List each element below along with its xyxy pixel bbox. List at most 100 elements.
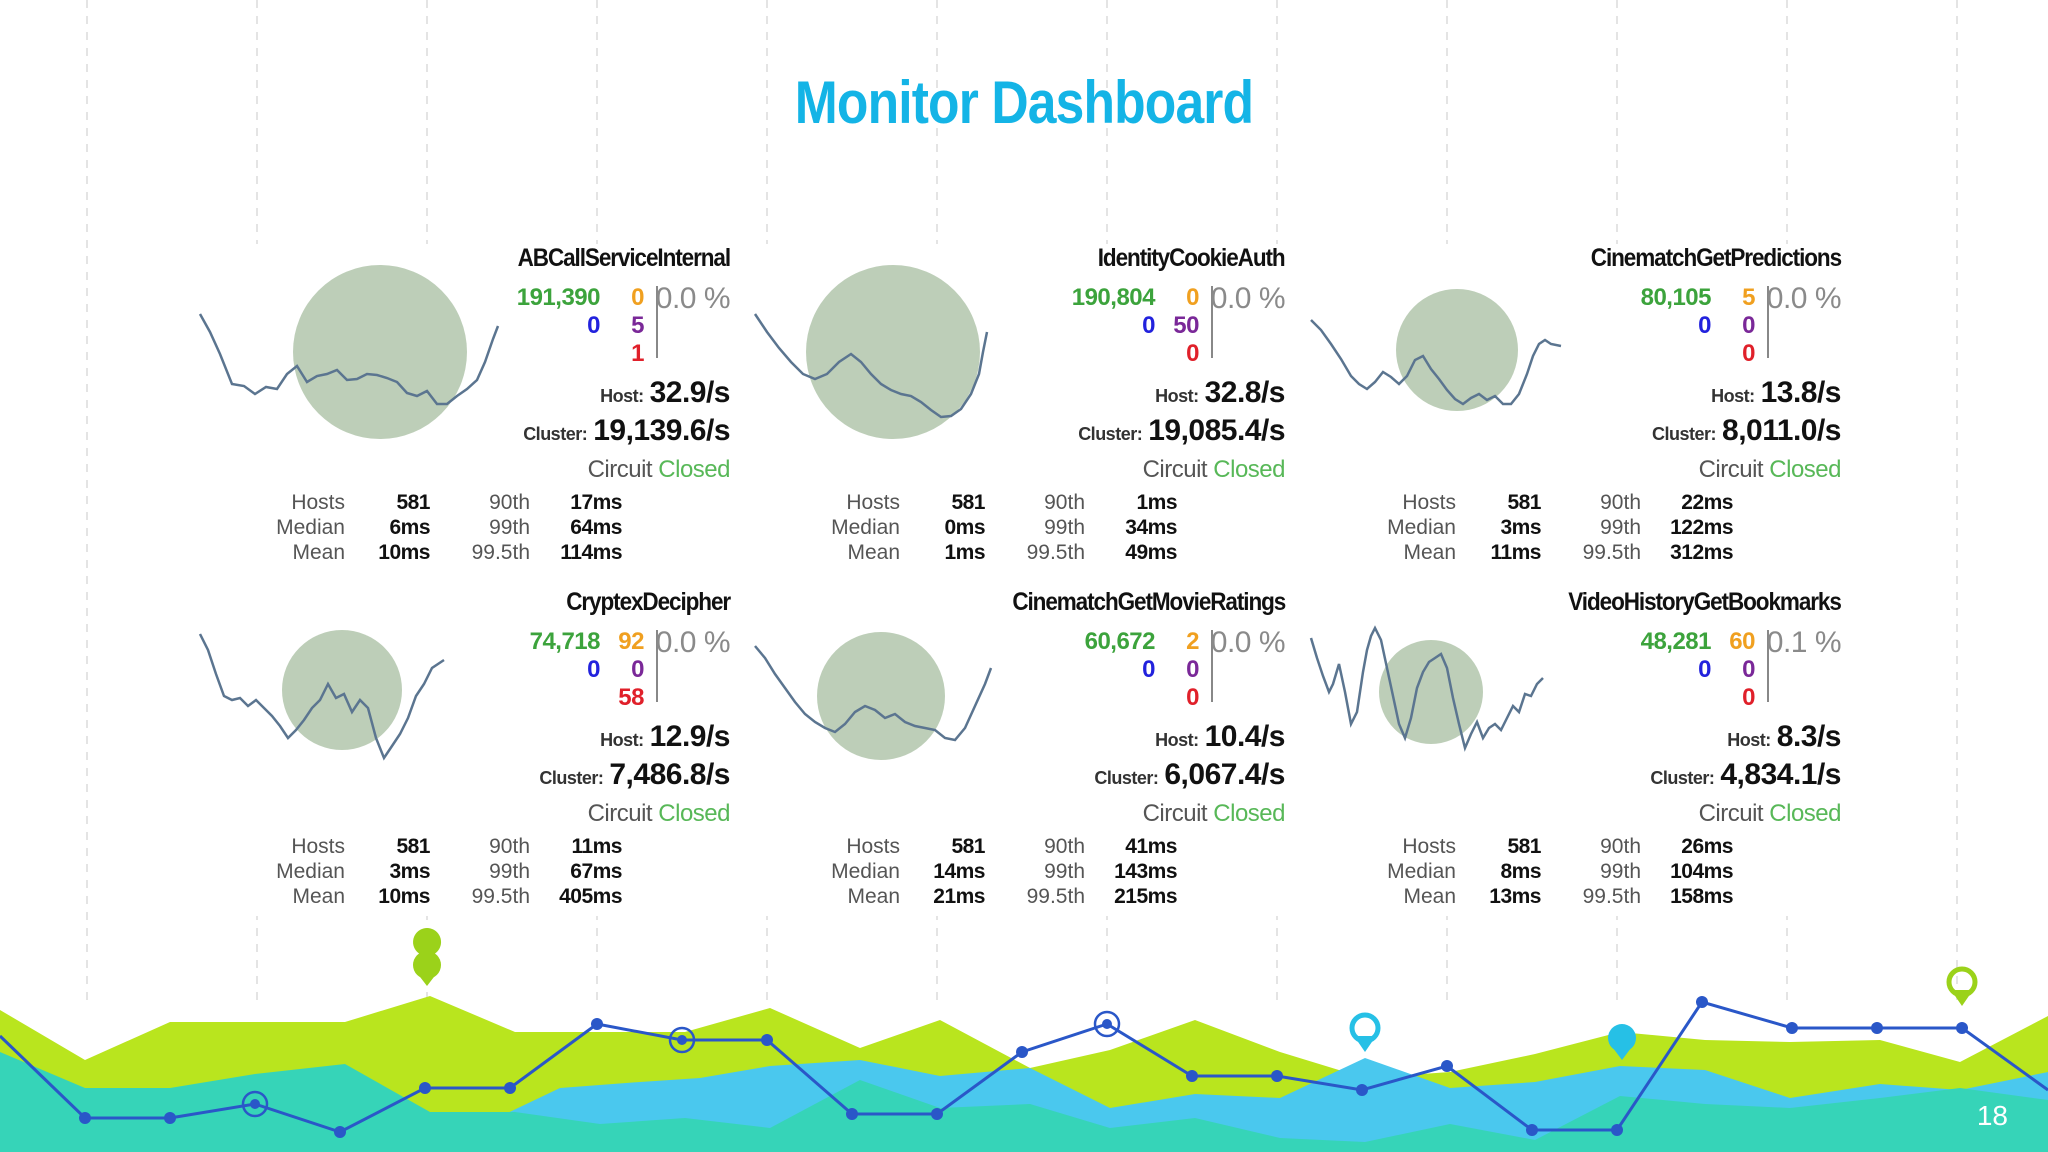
p99-label: 99th [489,516,530,539]
command-card[interactable]: CinematchGetMovieRatings 60,672 0 2 0 0 … [754,588,1315,920]
cluster-rate-label: Cluster: [539,768,604,788]
success-count: 60,672 [1084,628,1156,655]
host-rate-value: 32.8/s [1204,376,1286,409]
p90-value: 17ms [570,491,622,514]
divider [1211,630,1213,702]
p99-label: 99th [1044,860,1085,883]
command-card[interactable]: CryptexDecipher 74,718 0 92 0 58 0.0 % H… [198,588,760,920]
p99-value: 122ms [1670,516,1733,539]
request-rate-line [754,645,993,742]
hosts-label: Hosts [846,491,900,514]
p90-value: 41ms [1125,835,1177,858]
command-name: CinematchGetPredictions [1590,244,1842,272]
command-card[interactable]: CinematchGetPredictions 80,105 0 5 0 0 0… [1310,244,1871,576]
median-label: Median [276,860,345,883]
error-percentage: 0.0 % [1766,282,1842,315]
p99-value: 64ms [570,516,622,539]
timeout-count: 2 [1186,628,1199,655]
timeout-count: 92 [618,628,644,655]
rejected-count: 0 [1186,656,1199,683]
p90-label: 90th [1600,491,1641,514]
divider [656,630,658,702]
host-rate-value: 10.4/s [1204,720,1286,753]
pin-icon [1349,1012,1381,1052]
median-label: Median [276,516,345,539]
p99-label: 99th [1600,516,1641,539]
cluster-rate-label: Cluster: [1650,768,1715,788]
health-circle [817,632,945,760]
success-count: 191,390 [516,284,601,311]
mean-value: 10ms [378,885,430,908]
host-rate-row: Host: 13.8/s [1711,376,1841,410]
p995-value: 49ms [1125,541,1177,564]
page-title: Monitor Dashboard [794,69,1254,136]
command-card[interactable]: IdentityCookieAuth 190,804 0 0 50 0 0.0 … [753,244,1315,576]
error-percentage: 0.0 % [1210,626,1286,659]
host-rate-value: 12.9/s [649,720,731,753]
circuit-label: Circuit [587,456,653,483]
p90-label: 90th [489,835,530,858]
cluster-rate-value: 4,834.1/s [1720,758,1841,791]
health-circle [293,265,467,439]
cluster-rate-label: Cluster: [1652,424,1717,444]
request-rate-line [198,633,445,761]
timeout-count: 0 [1186,284,1199,311]
mean-label: Mean [847,885,900,908]
failure-count: 0 [1186,684,1199,711]
pin-icon [1946,966,1978,1006]
failure-count: 58 [618,684,644,711]
hosts-label: Hosts [846,835,900,858]
p99-label: 99th [1600,860,1641,883]
host-rate-row: Host: 8.3/s [1727,720,1841,754]
teal-hills [0,1052,2048,1152]
circuit-status: Circuit Closed [1142,800,1286,828]
p995-label: 99.5th [1026,541,1085,564]
error-percentage: 0.0 % [655,626,731,659]
timeout-count: 5 [1742,284,1755,311]
host-rate-row: Host: 12.9/s [600,720,730,754]
p99-value: 143ms [1114,860,1177,883]
host-rate-label: Host: [1155,386,1199,406]
hosts-value: 581 [1507,835,1541,858]
circuit-status: Circuit Closed [587,456,731,484]
circuit-closed: Closed [1213,800,1285,827]
cluster-rate-value: 19,139.6/s [593,414,730,447]
circuit-label: Circuit [1142,800,1208,827]
command-name: IdentityCookieAuth [1098,244,1286,272]
success-count: 48,281 [1640,628,1712,655]
circuit-label: Circuit [587,800,653,827]
host-rate-label: Host: [1711,386,1755,406]
p995-label: 99.5th [1026,885,1085,908]
sparkline-chart [753,265,989,439]
cluster-rate-row: Cluster: 6,067.4/s [1094,758,1285,792]
p90-label: 90th [1044,835,1085,858]
median-label: Median [1387,516,1456,539]
error-percentage: 0.0 % [1210,282,1286,315]
divider [1767,286,1769,358]
error-percentage: 0.0 % [655,282,731,315]
command-card[interactable]: VideoHistoryGetBookmarks 48,281 0 60 0 0… [1309,588,1871,920]
success-count: 190,804 [1071,284,1156,311]
p99-value: 67ms [570,860,622,883]
p995-label: 99.5th [471,541,530,564]
circuit-status: Circuit Closed [1699,456,1842,484]
cluster-rate-row: Cluster: 19,139.6/s [523,414,730,448]
sparkline-chart [1310,289,1562,411]
sparkline-chart [1309,625,1544,752]
rejected-count: 0 [631,656,644,683]
p99-label: 99th [489,860,530,883]
hosts-label: Hosts [1402,491,1456,514]
rejected-count: 5 [631,312,644,339]
health-circle [806,265,980,439]
request-rate-line [1309,625,1544,752]
mean-value: 10ms [378,541,430,564]
p995-label: 99.5th [1582,541,1641,564]
cluster-rate-row: Cluster: 7,486.8/s [539,758,730,792]
mean-value: 1ms [944,541,985,564]
divider [1211,286,1213,358]
command-card[interactable]: ABCallServiceInternal 191,390 0 0 5 1 0.… [198,244,760,576]
median-label: Median [1387,860,1456,883]
rejected-count: 0 [1742,312,1755,339]
p90-value: 26ms [1681,835,1733,858]
